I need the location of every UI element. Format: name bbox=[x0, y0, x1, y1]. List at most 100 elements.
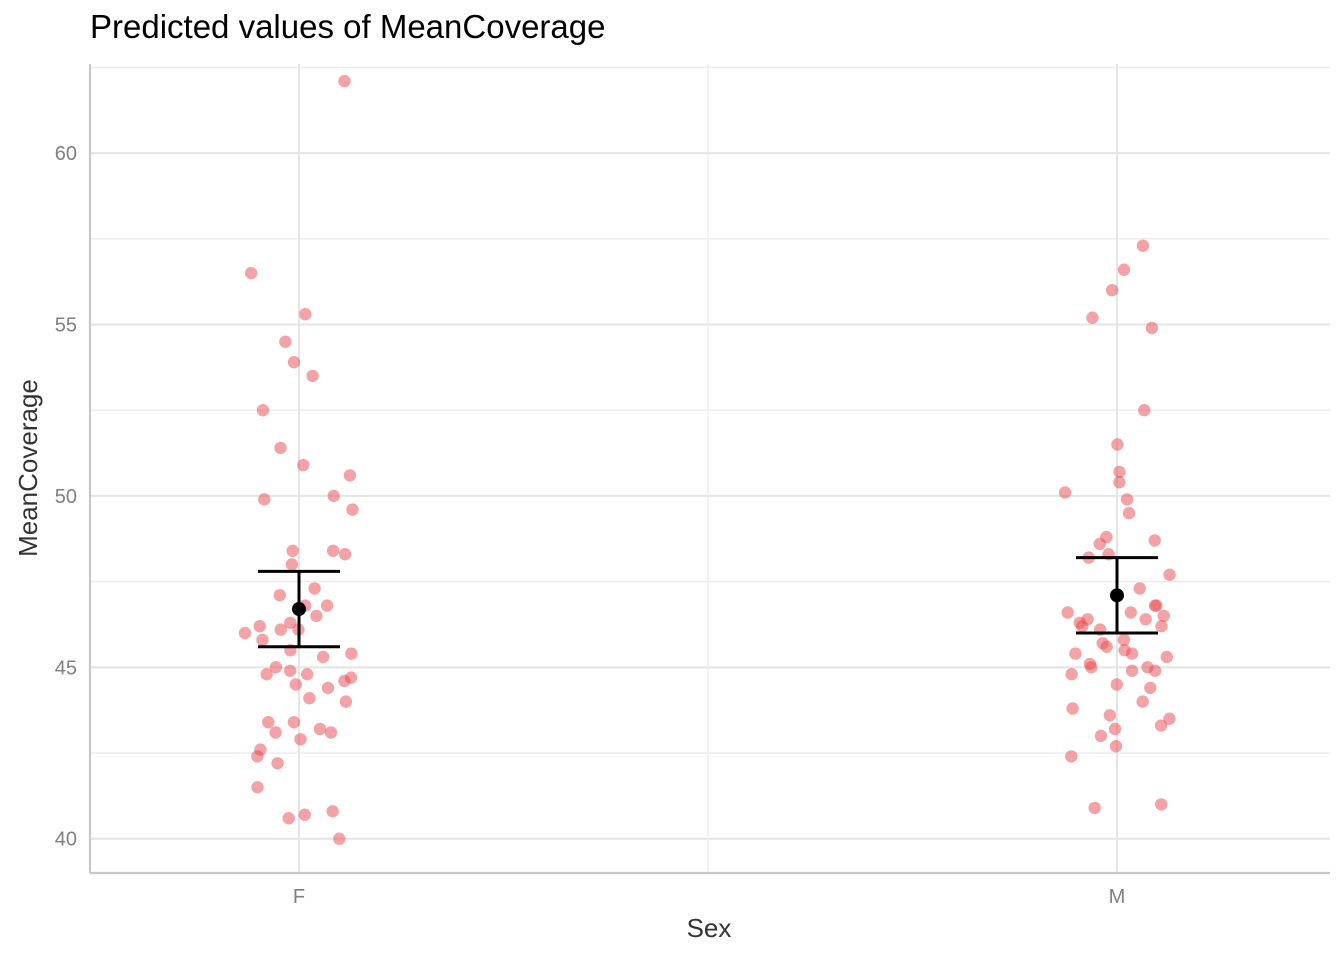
raw-data-points bbox=[238, 74, 1176, 845]
data-point bbox=[251, 750, 264, 763]
data-point bbox=[274, 623, 287, 636]
data-point bbox=[283, 664, 297, 677]
data-point bbox=[313, 722, 327, 736]
data-point bbox=[284, 616, 297, 629]
data-point bbox=[1061, 606, 1074, 619]
data-point bbox=[1103, 709, 1117, 722]
data-point bbox=[1117, 263, 1131, 276]
data-point bbox=[333, 832, 346, 845]
y-tick-label: 50 bbox=[55, 486, 77, 508]
data-point bbox=[256, 633, 269, 647]
data-point bbox=[1108, 722, 1122, 736]
data-point bbox=[345, 647, 358, 660]
data-point bbox=[245, 266, 258, 280]
data-point bbox=[1136, 695, 1149, 708]
data-point bbox=[238, 626, 252, 640]
data-point bbox=[298, 808, 311, 821]
data-point bbox=[1117, 633, 1131, 647]
data-point bbox=[251, 781, 264, 794]
y-tick-label: 55 bbox=[55, 315, 77, 337]
data-point bbox=[1133, 582, 1146, 595]
data-point bbox=[260, 668, 273, 681]
data-point bbox=[321, 681, 335, 695]
data-point bbox=[320, 599, 334, 612]
data-point bbox=[1111, 438, 1124, 451]
data-point bbox=[338, 74, 351, 88]
data-point bbox=[1085, 661, 1098, 674]
data-point bbox=[343, 469, 357, 482]
data-point bbox=[1155, 620, 1168, 633]
data-point bbox=[1125, 664, 1139, 677]
data-point bbox=[1125, 647, 1139, 660]
data-point bbox=[287, 356, 301, 369]
data-point bbox=[294, 733, 307, 746]
data-point bbox=[346, 503, 359, 516]
data-point bbox=[1138, 404, 1151, 417]
data-point bbox=[287, 716, 301, 729]
data-point bbox=[1139, 613, 1152, 626]
data-point bbox=[1076, 620, 1089, 633]
data-point bbox=[326, 544, 340, 557]
data-point bbox=[269, 661, 283, 674]
data-point bbox=[1094, 729, 1108, 743]
estimate-point bbox=[292, 602, 306, 617]
data-point bbox=[1065, 668, 1078, 681]
axis-lines bbox=[88, 64, 1330, 875]
data-point bbox=[310, 609, 323, 623]
data-point bbox=[306, 369, 319, 383]
data-point bbox=[1136, 239, 1150, 252]
y-tick-label: 40 bbox=[55, 829, 77, 851]
data-point bbox=[1109, 740, 1123, 753]
x-tick-label: M bbox=[1109, 886, 1126, 908]
data-point bbox=[326, 805, 339, 818]
data-point bbox=[269, 726, 282, 739]
data-point bbox=[1100, 640, 1113, 653]
data-point bbox=[301, 668, 314, 681]
data-point bbox=[339, 695, 353, 708]
data-point bbox=[1160, 650, 1174, 664]
data-point bbox=[1154, 719, 1168, 732]
grid-lines bbox=[90, 64, 1330, 873]
x-tick-label: F bbox=[293, 886, 305, 908]
data-point bbox=[327, 489, 340, 503]
tick-labels: 40 45 50 55 60 F M bbox=[55, 143, 1126, 908]
data-point bbox=[299, 308, 312, 321]
data-point bbox=[289, 678, 302, 691]
data-point bbox=[297, 458, 310, 472]
estimate-point bbox=[1110, 588, 1124, 603]
data-point bbox=[274, 441, 287, 455]
data-point bbox=[1113, 465, 1126, 479]
chart-title: Predicted values of MeanCoverage bbox=[90, 8, 606, 45]
data-point bbox=[1086, 311, 1099, 324]
data-point bbox=[308, 582, 321, 595]
data-point bbox=[1066, 702, 1079, 715]
y-tick-label: 60 bbox=[55, 143, 77, 165]
prediction-estimates bbox=[258, 556, 1158, 649]
data-point bbox=[1124, 606, 1138, 619]
data-point bbox=[1105, 284, 1119, 297]
data-point bbox=[258, 493, 271, 506]
data-point bbox=[1110, 678, 1124, 691]
data-point bbox=[1163, 712, 1176, 725]
data-point bbox=[1088, 801, 1101, 815]
data-point bbox=[1144, 681, 1157, 695]
data-point bbox=[1058, 486, 1072, 499]
data-point bbox=[253, 620, 266, 633]
data-point bbox=[338, 548, 352, 561]
data-point bbox=[1065, 750, 1078, 763]
data-point bbox=[1149, 664, 1162, 677]
x-axis-title: Sex bbox=[687, 913, 732, 943]
y-tick-label: 45 bbox=[55, 657, 77, 679]
data-point bbox=[271, 757, 284, 770]
data-point bbox=[1155, 798, 1168, 811]
y-axis-title: MeanCoverage bbox=[13, 379, 43, 557]
data-point bbox=[285, 558, 299, 571]
data-point bbox=[273, 589, 286, 602]
data-point bbox=[1122, 506, 1136, 520]
data-point bbox=[282, 812, 295, 825]
data-point bbox=[256, 404, 270, 417]
data-point bbox=[316, 650, 330, 664]
data-point bbox=[1120, 493, 1134, 506]
data-point bbox=[1163, 568, 1176, 581]
